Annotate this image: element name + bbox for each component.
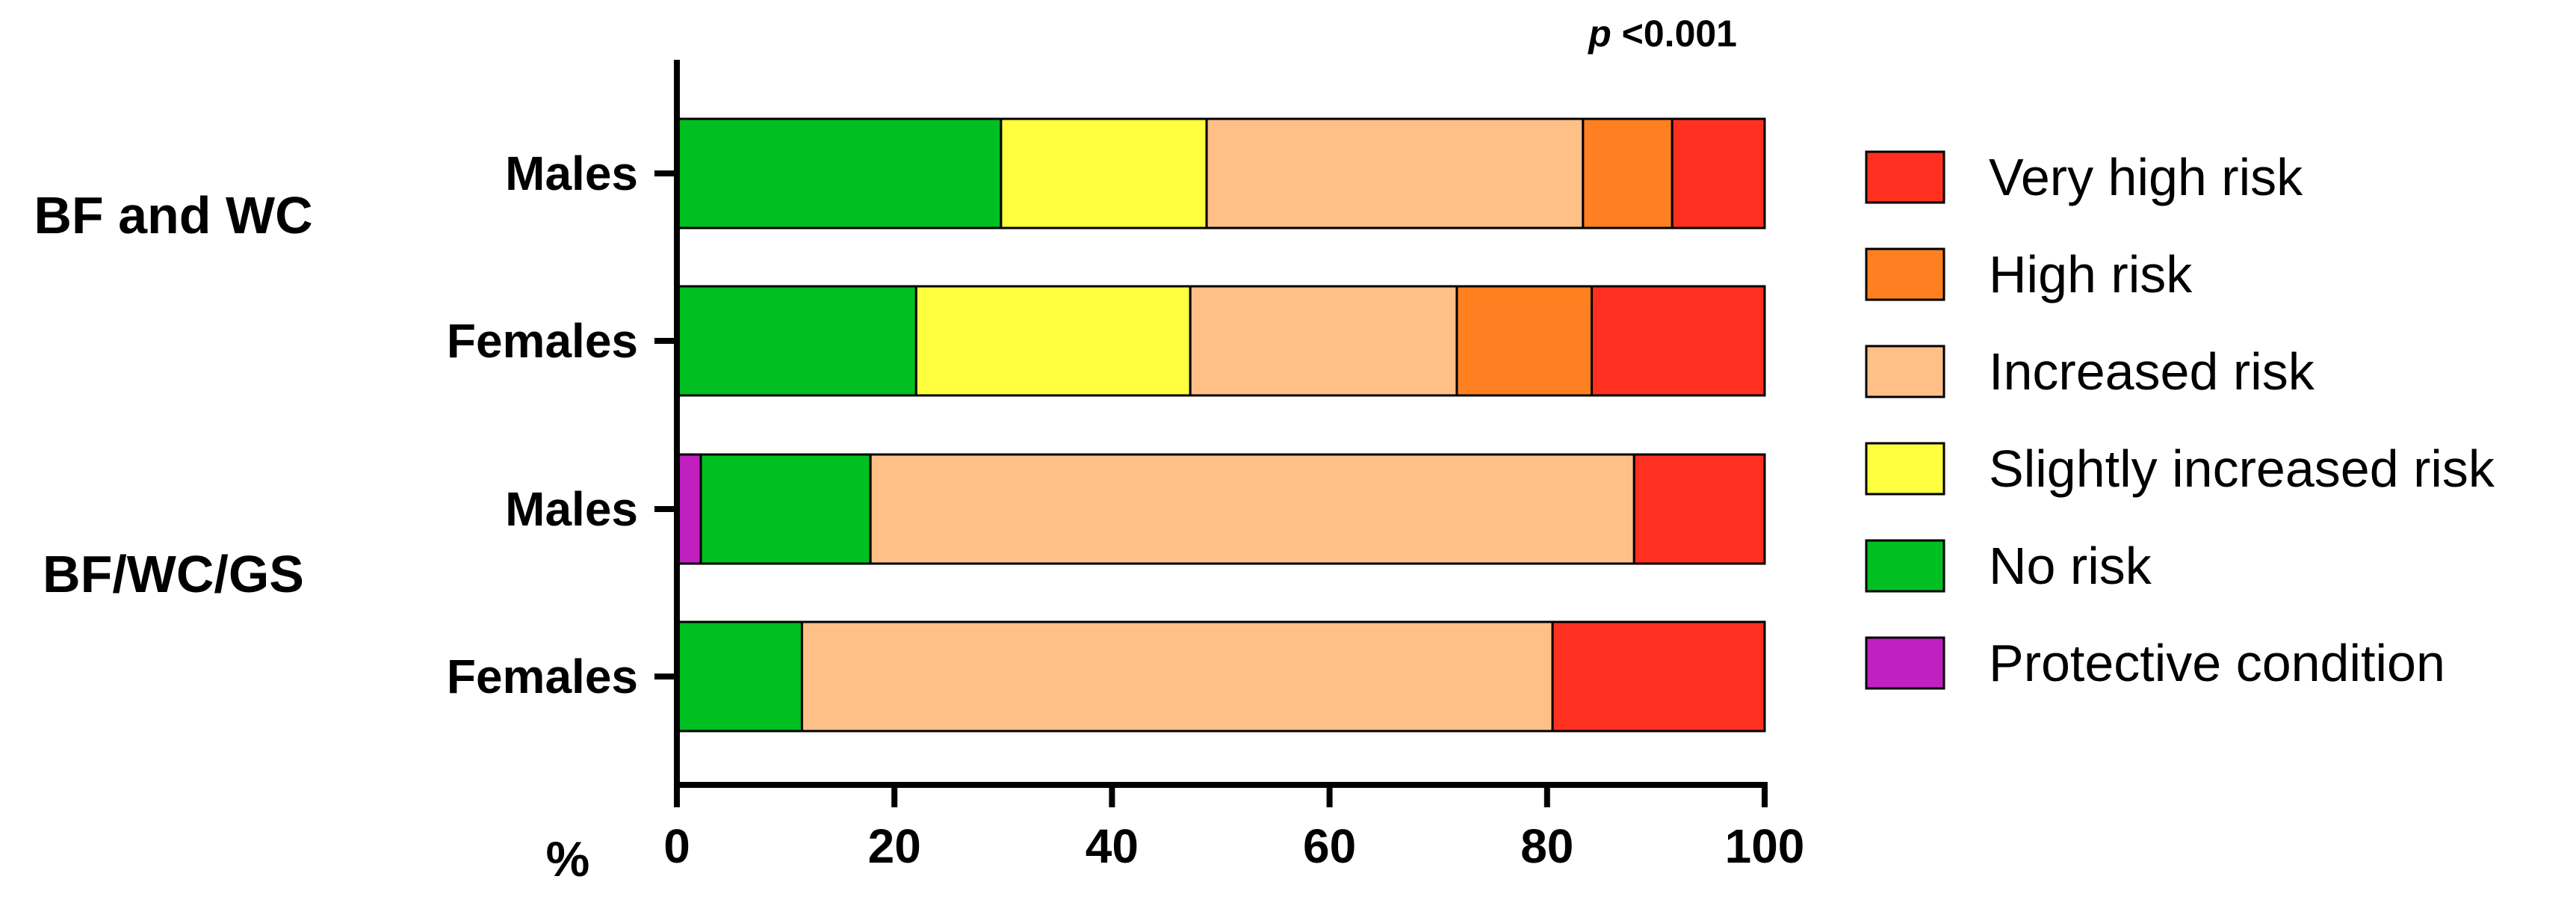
legend-swatch-protective-condition bbox=[1865, 636, 1945, 690]
legend-label-no-risk: No risk bbox=[1989, 537, 2152, 595]
bar-segment-increased-risk-2 bbox=[1189, 285, 1458, 397]
bar-segment-high-risk-2 bbox=[1455, 285, 1593, 397]
x-tick-label: 0 bbox=[663, 819, 690, 873]
bar-segment-high-risk-1 bbox=[1582, 117, 1674, 229]
legend-label-slightly-increased-risk: Slightly increased risk bbox=[1989, 440, 2495, 498]
legend: Very high risk High risk Increased risk Sli… bbox=[1865, 148, 2495, 692]
legend-label-very-high-risk: Very high risk bbox=[1989, 148, 2303, 206]
legend-label-protective-condition: Protective condition bbox=[1989, 634, 2445, 692]
bar-segment-very-high-risk-2 bbox=[1590, 285, 1766, 397]
x-tick-label: 100 bbox=[1725, 819, 1805, 873]
axes-layer: 0 20 40 60 80 100 bbox=[654, 60, 1804, 873]
p-value-annotation: p <0.001 bbox=[1587, 13, 1737, 55]
legend-swatch-very-high-risk bbox=[1865, 150, 1945, 204]
p-value: <0.001 bbox=[1622, 13, 1737, 55]
legend-swatch-no-risk bbox=[1865, 539, 1945, 593]
bar-segment-slightly-increased-risk-2 bbox=[914, 285, 1192, 397]
category-label-males: Males bbox=[505, 147, 638, 200]
x-tick-label: 80 bbox=[1520, 819, 1573, 873]
legend-swatch-slightly-increased-risk bbox=[1865, 442, 1945, 496]
legend-label-high-risk: High risk bbox=[1989, 245, 2193, 303]
bar-segment-no-risk-3 bbox=[699, 453, 872, 565]
category-label-females: Females bbox=[447, 314, 638, 368]
bar-segment-slightly-increased-risk-1 bbox=[1000, 117, 1208, 229]
bar-segment-protective-condition-3 bbox=[675, 453, 702, 565]
group-label-1: BF and WC bbox=[34, 186, 312, 244]
legend-label-increased-risk: Increased risk bbox=[1989, 342, 2315, 401]
legend-swatch-increased-risk bbox=[1865, 345, 1945, 398]
legend-swatch-high-risk bbox=[1865, 247, 1945, 301]
category-label-males: Males bbox=[505, 482, 638, 536]
x-tick-label: 40 bbox=[1086, 819, 1139, 873]
bar-segment-very-high-risk-4 bbox=[1551, 620, 1766, 733]
bar-segment-no-risk-4 bbox=[675, 620, 803, 733]
category-label-females: Females bbox=[447, 650, 638, 703]
bar-segment-increased-risk-3 bbox=[869, 453, 1635, 565]
bar-segment-increased-risk-4 bbox=[800, 620, 1554, 733]
x-tick-label: 60 bbox=[1303, 819, 1356, 873]
labels-layer: Males Females Males Females BF and WC BF/WC/G… bbox=[34, 147, 638, 703]
bar-segment-very-high-risk-3 bbox=[1632, 453, 1766, 565]
bar-segment-no-risk-1 bbox=[675, 117, 1003, 229]
bar-segment-no-risk-2 bbox=[675, 285, 917, 397]
x-axis-unit-label: % bbox=[546, 831, 590, 887]
group-label-2: BF/WC/GS bbox=[43, 545, 304, 603]
x-tick-label: 20 bbox=[868, 819, 921, 873]
bar-segment-increased-risk-1 bbox=[1205, 117, 1585, 229]
bars-layer bbox=[675, 117, 1766, 733]
bar-segment-very-high-risk-1 bbox=[1671, 117, 1766, 229]
p-symbol: p bbox=[1587, 13, 1621, 55]
